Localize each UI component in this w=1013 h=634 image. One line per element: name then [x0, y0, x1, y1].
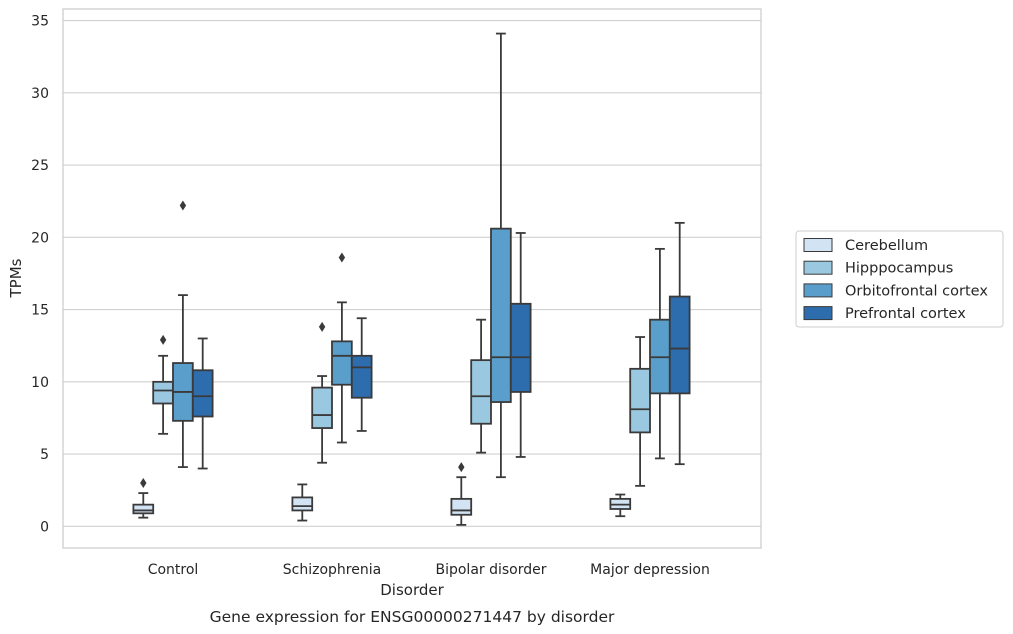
box	[629, 367, 651, 434]
legend-label: Cerebellum	[845, 238, 928, 254]
box-plot	[191, 337, 214, 470]
box	[132, 503, 155, 515]
legend-frame	[795, 230, 1004, 328]
box	[291, 496, 314, 512]
outlier-point	[140, 477, 147, 488]
box-plot	[649, 247, 671, 460]
box	[152, 380, 174, 405]
y-tick-label: 5	[40, 447, 49, 463]
y-tick-labels: 0 5 10 15 20 25 30 35	[31, 14, 49, 536]
box-plot	[152, 334, 174, 435]
box	[509, 302, 532, 393]
y-tick-label: 35	[31, 14, 49, 30]
y-tick-label: 20	[31, 230, 49, 246]
box-plot	[668, 221, 691, 466]
legend: Cerebellum Hipppocampus Orbitofrontal cort…	[795, 230, 1004, 328]
outlier-point	[318, 321, 326, 332]
box-plot	[291, 483, 314, 522]
box	[350, 354, 373, 399]
box-plot	[331, 252, 353, 444]
box-plot	[509, 232, 532, 458]
legend-label: Orbitofrontal cortex	[845, 283, 988, 299]
x-axis-label: Disorder	[380, 581, 444, 599]
legend-item: Cerebellum	[803, 238, 928, 254]
box-plot	[132, 477, 155, 519]
series-prefrontal-cortex	[191, 221, 691, 470]
x-tick-label: Bipolar disorder	[435, 562, 546, 578]
x-tick-label: Control	[148, 562, 199, 578]
box-plot	[609, 493, 632, 518]
box-plot	[172, 200, 194, 468]
legend-label: Hipppocampus	[845, 261, 953, 277]
box-plot	[450, 462, 473, 526]
legend-swatch	[803, 283, 833, 298]
box	[191, 369, 214, 418]
box-plot	[311, 321, 333, 464]
box	[490, 227, 512, 403]
box-plot	[629, 336, 651, 487]
y-tick-label: 10	[31, 375, 49, 391]
plot-frame	[62, 8, 762, 549]
box-plot	[350, 317, 373, 432]
legend-swatch	[803, 260, 833, 275]
y-tick-label: 25	[31, 158, 49, 174]
series-hipppocampus	[152, 318, 651, 487]
box	[470, 359, 492, 425]
outlier-point	[458, 462, 465, 473]
y-tick-label: 0	[40, 519, 49, 535]
legend-swatch	[803, 306, 833, 321]
box-plot	[470, 318, 492, 454]
box	[311, 386, 333, 429]
x-tick-label: Major depression	[590, 562, 710, 578]
legend-item: Hipppocampus	[803, 260, 953, 277]
y-axis-label: TPMs	[7, 258, 25, 298]
series-orbitofrontal-cortex	[172, 32, 671, 479]
x-tick-labels: Control Schizophrenia Bipolar disorder Majo…	[148, 562, 710, 578]
x-tick-label: Schizophrenia	[283, 562, 381, 578]
box	[331, 340, 353, 386]
legend-label: Prefrontal cortex	[845, 306, 966, 322]
legend-item: Orbitofrontal cortex	[803, 283, 988, 299]
outlier-point	[338, 252, 346, 263]
y-tick-label: 15	[31, 303, 49, 319]
outlier-point	[179, 200, 187, 211]
legend-swatch	[803, 238, 833, 252]
box-plot	[490, 32, 512, 479]
grid-lines	[63, 20, 761, 527]
chart-caption: Gene expression for ENSG00000271447 by d…	[210, 608, 615, 626]
series-cerebellum	[132, 462, 632, 526]
y-tick-label: 30	[31, 86, 49, 102]
box-series-group	[132, 32, 691, 526]
outlier-point	[159, 334, 167, 345]
legend-item: Prefrontal cortex	[803, 306, 966, 322]
box	[450, 497, 473, 516]
box	[668, 295, 691, 395]
